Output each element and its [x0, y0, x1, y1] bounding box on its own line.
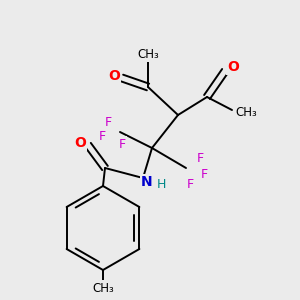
Text: F: F — [186, 178, 194, 190]
Text: O: O — [227, 60, 239, 74]
Text: CH₃: CH₃ — [235, 106, 257, 118]
Text: CH₃: CH₃ — [92, 281, 114, 295]
Text: N: N — [141, 175, 153, 189]
Text: H: H — [156, 178, 166, 190]
Text: F: F — [98, 130, 106, 142]
Text: O: O — [74, 136, 86, 150]
Text: CH₃: CH₃ — [137, 47, 159, 61]
Text: F: F — [200, 167, 208, 181]
Text: O: O — [108, 69, 120, 83]
Text: F: F — [196, 152, 204, 164]
Text: F: F — [118, 137, 126, 151]
Text: F: F — [104, 116, 112, 128]
